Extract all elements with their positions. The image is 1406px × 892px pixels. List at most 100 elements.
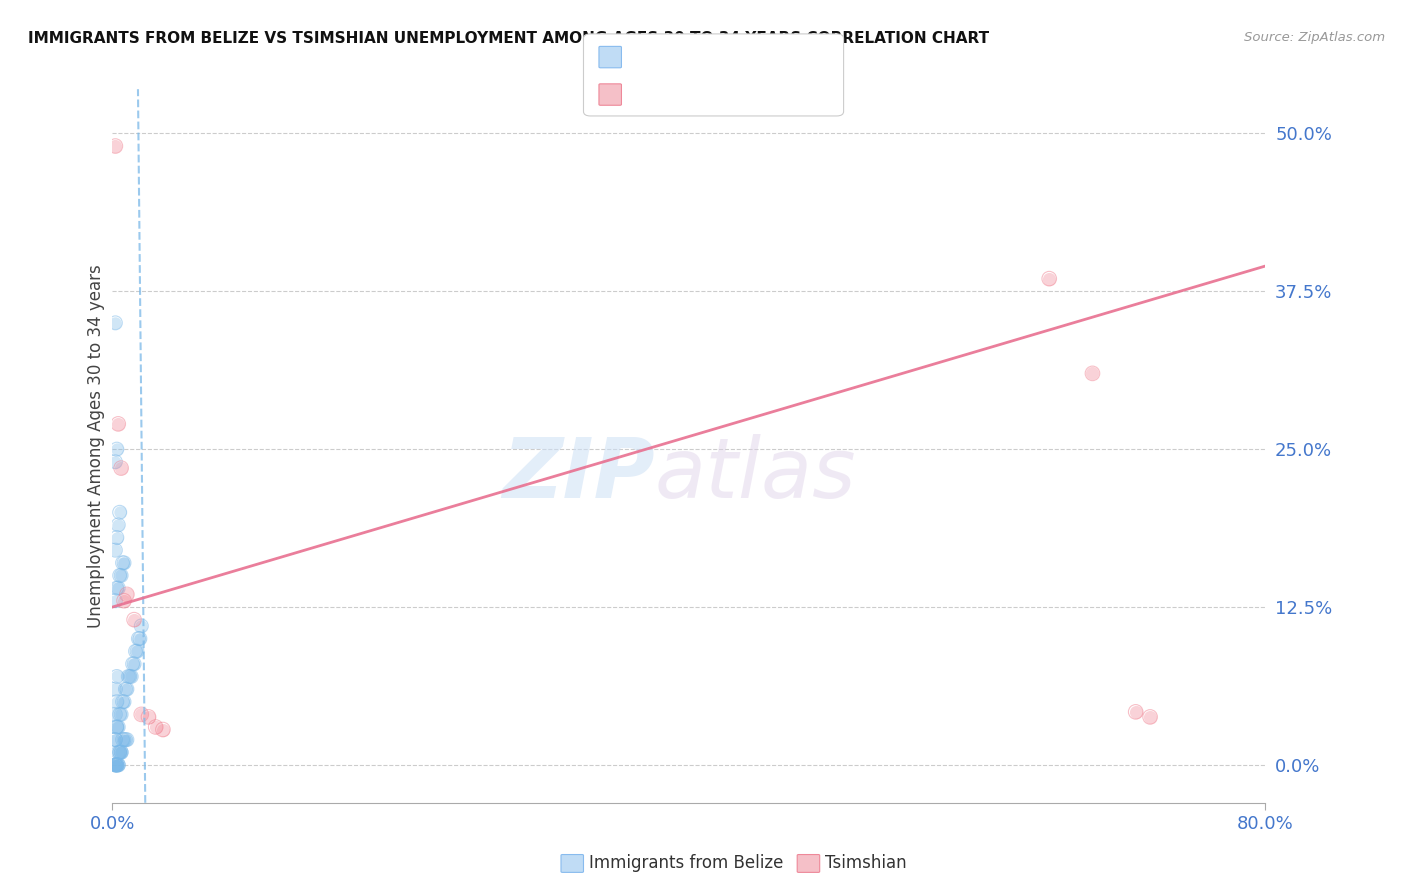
Point <box>105 758 128 772</box>
Point <box>121 657 143 671</box>
Point <box>115 732 138 747</box>
Point <box>107 720 129 734</box>
Point <box>122 657 145 671</box>
Point <box>110 707 132 722</box>
Text: 0.274: 0.274 <box>652 48 706 66</box>
Point <box>118 669 141 683</box>
Point <box>107 517 129 532</box>
Point <box>107 720 129 734</box>
Text: N =: N = <box>707 86 744 103</box>
Point <box>128 632 150 646</box>
Point <box>122 613 145 627</box>
Point <box>104 139 127 153</box>
Point <box>104 732 127 747</box>
Point <box>104 316 127 330</box>
Text: atlas: atlas <box>654 434 856 515</box>
Point <box>107 758 129 772</box>
Point <box>107 745 129 759</box>
Point <box>129 619 153 633</box>
Point <box>107 758 129 772</box>
Point <box>108 707 131 722</box>
Point <box>108 707 131 722</box>
Point <box>105 581 128 595</box>
Point <box>152 723 174 737</box>
Point <box>115 682 138 697</box>
Point <box>1125 705 1147 719</box>
Point <box>138 710 160 724</box>
Point <box>112 593 135 607</box>
Text: Source: ZipAtlas.com: Source: ZipAtlas.com <box>1244 31 1385 45</box>
Point <box>125 644 148 658</box>
Point <box>127 632 149 646</box>
Point <box>107 581 129 595</box>
Point <box>1038 271 1060 285</box>
Point <box>112 556 135 570</box>
Point <box>114 682 136 697</box>
Point <box>105 720 128 734</box>
Text: R =: R = <box>627 48 664 66</box>
Point <box>108 745 131 759</box>
Point <box>111 695 134 709</box>
Point <box>110 745 132 759</box>
Point <box>1038 271 1060 285</box>
Point <box>107 517 129 532</box>
Point <box>121 657 143 671</box>
Point <box>129 619 153 633</box>
Text: 0.538: 0.538 <box>652 86 704 103</box>
Point <box>115 587 138 601</box>
Point <box>105 758 128 772</box>
Point <box>115 732 138 747</box>
Point <box>105 758 128 772</box>
Point <box>105 720 128 734</box>
Point <box>117 669 139 683</box>
Point <box>112 732 135 747</box>
Point <box>110 461 132 475</box>
Point <box>105 695 128 709</box>
Point <box>105 531 128 545</box>
Point <box>104 758 127 772</box>
Point <box>110 745 132 759</box>
Point <box>124 644 146 658</box>
Text: N =: N = <box>707 48 744 66</box>
Point <box>104 758 127 772</box>
Text: R =: R = <box>627 86 664 103</box>
Point <box>115 682 138 697</box>
Point <box>1081 367 1104 381</box>
Text: IMMIGRANTS FROM BELIZE VS TSIMSHIAN UNEMPLOYMENT AMONG AGES 30 TO 34 YEARS CORRE: IMMIGRANTS FROM BELIZE VS TSIMSHIAN UNEM… <box>28 31 990 46</box>
Point <box>111 556 134 570</box>
Point <box>104 732 127 747</box>
Point <box>120 669 142 683</box>
Point <box>104 732 127 747</box>
Point <box>104 758 127 772</box>
Point <box>104 543 127 558</box>
Point <box>108 745 131 759</box>
Text: 14: 14 <box>733 86 755 103</box>
Point <box>104 758 127 772</box>
Text: 56: 56 <box>733 48 755 66</box>
Point <box>108 745 131 759</box>
Point <box>129 707 153 722</box>
Point <box>129 707 153 722</box>
Point <box>118 669 141 683</box>
Point <box>107 758 129 772</box>
Point <box>112 695 135 709</box>
Point <box>128 632 150 646</box>
Point <box>105 758 128 772</box>
Point <box>138 710 160 724</box>
Point <box>105 442 128 457</box>
Point <box>104 707 127 722</box>
Point <box>108 505 131 519</box>
Point <box>112 556 135 570</box>
Point <box>110 568 132 582</box>
Point <box>107 758 129 772</box>
Point <box>104 316 127 330</box>
Point <box>104 593 127 607</box>
Point <box>122 657 145 671</box>
Point <box>104 593 127 607</box>
Point <box>110 461 132 475</box>
Point <box>111 732 134 747</box>
Point <box>1139 710 1161 724</box>
Point <box>112 593 135 607</box>
Point <box>104 732 127 747</box>
Text: Tsimshian: Tsimshian <box>825 855 907 872</box>
